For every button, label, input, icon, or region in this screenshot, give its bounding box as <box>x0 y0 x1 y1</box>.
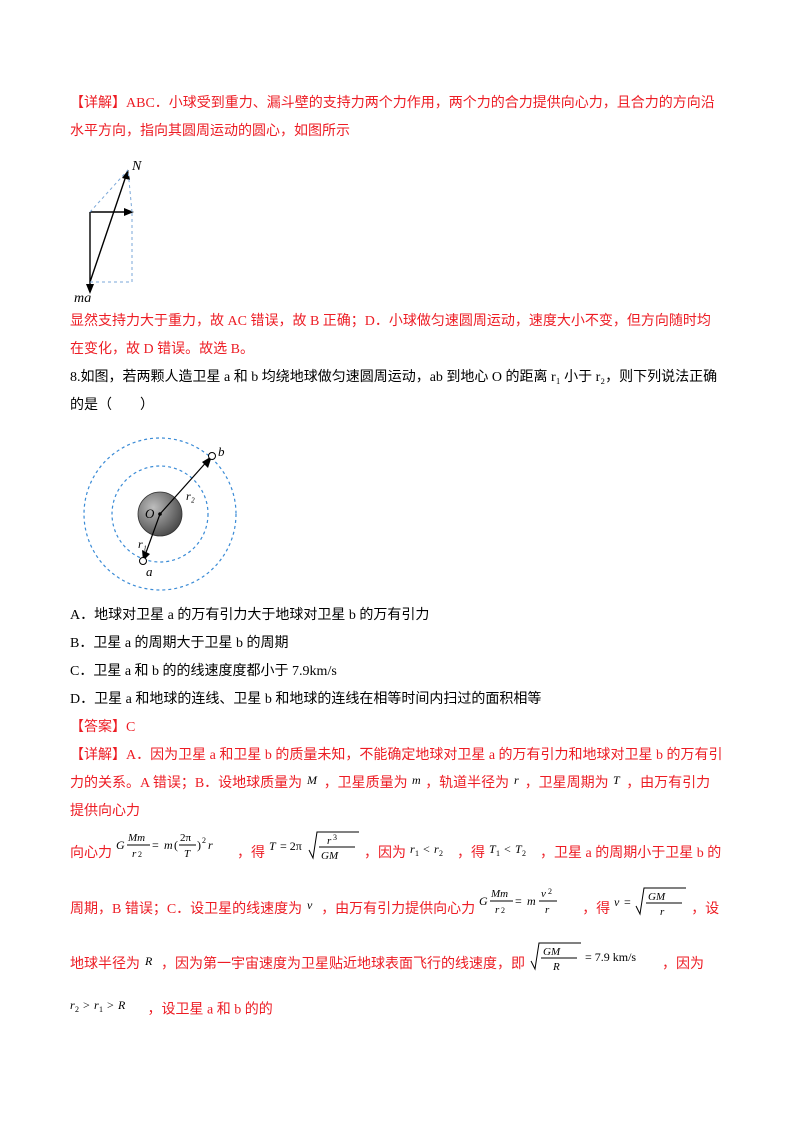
svg-text:): ) <box>197 838 201 852</box>
e2-word-xl: 向心力 <box>70 846 112 861</box>
svg-text:R: R <box>552 961 560 973</box>
svg-text:<: < <box>504 842 511 856</box>
svg-text:= 7.9 km/s: = 7.9 km/s <box>585 950 636 964</box>
svg-text:v: v <box>614 895 620 909</box>
e2-t13: ，因为第一宇宙速度为卫星贴近地球表面飞行的线速度，即 <box>161 957 525 972</box>
svg-text:=: = <box>624 895 631 909</box>
explain2-label: 【详解】 <box>70 748 126 763</box>
e2-t15: ，设卫星 a 和 b 的的 <box>148 1003 273 1018</box>
figure-orbit: O b r₂ a r₁ <box>70 426 724 596</box>
formula-1: G Mm r 2 = m ( 2π T ) 2 r <box>116 829 234 878</box>
e2-t6a: ，得 <box>237 846 265 861</box>
e2-t14: ，因为 <box>662 957 704 972</box>
e2-t7: ，因为 <box>364 846 406 861</box>
e2-t10: ，由万有引力提供向心力 <box>321 902 475 917</box>
svg-text:1: 1 <box>415 849 419 857</box>
e2-t3: ，轨道半径为 <box>425 776 509 791</box>
explanation-1-line2: 显然支持力大于重力，故 AC 错误，故 B 正确；D．小球做匀速圆周运动，速度大… <box>70 308 724 364</box>
svg-text:R: R <box>144 954 153 968</box>
svg-text:2: 2 <box>501 906 505 915</box>
svg-text:GM: GM <box>321 850 339 862</box>
svg-text:=: = <box>152 838 159 852</box>
orbit-label-a: a <box>146 564 153 579</box>
explanation-1-line1: 【详解】ABC．小球受到重力、漏斗壁的支持力两个力作用，两个力的合力提供向心力，… <box>70 90 724 146</box>
svg-text:=: = <box>515 894 522 908</box>
orbit-label-b: b <box>218 444 225 459</box>
label-mg: mg <box>74 291 91 302</box>
svg-text:2: 2 <box>138 850 142 859</box>
ineq-r2r1R: r2>r1>R <box>70 992 144 1028</box>
svg-text:T: T <box>613 773 621 787</box>
svg-text:Mm: Mm <box>127 832 145 844</box>
svg-text:G: G <box>116 838 125 852</box>
q8-num: 8 <box>70 370 77 385</box>
svg-text:T: T <box>269 839 277 853</box>
q8-stem: 如图，若两颗人造卫星 a 和 b 均绕地球做匀速圆周运动，ab 到地心 O 的距… <box>70 370 717 413</box>
svg-text:>: > <box>83 998 90 1012</box>
svg-text:2: 2 <box>548 887 552 896</box>
ineq-r1r2: r1<r2 <box>410 836 454 872</box>
orbit-label-r2: r₂ <box>186 489 195 503</box>
svg-text:Mm: Mm <box>490 888 508 900</box>
explanation-2-p1: 【详解】A．因为卫星 a 和卫星 b 的质量未知，不能确定地球对卫星 a 的万有… <box>70 742 724 826</box>
svg-text:R: R <box>117 998 126 1012</box>
svg-text:1: 1 <box>496 849 500 857</box>
svg-text:1: 1 <box>99 1005 103 1013</box>
svg-text:r: r <box>514 773 519 787</box>
e2-t4: ，卫星周期为 <box>525 776 609 791</box>
svg-text:m: m <box>164 838 173 852</box>
e2-t11: ，得 <box>582 902 610 917</box>
svg-text:r: r <box>495 904 500 916</box>
svg-text:2: 2 <box>439 849 443 857</box>
formula-5: GM R = 7.9 km/s <box>529 937 659 992</box>
svg-text:GM: GM <box>648 891 666 903</box>
svg-text:= 2π: = 2π <box>280 839 302 853</box>
label-N: N <box>131 159 142 174</box>
svg-text:GM: GM <box>543 946 561 958</box>
q8-option-d: D．卫星 a 和地球的连线、卫星 b 和地球的连线在相等时间内扫过的面积相等 <box>70 686 724 714</box>
svg-text:r: r <box>545 904 550 916</box>
orbit-label-O: O <box>145 506 155 521</box>
formula-4: v = GM r <box>614 882 688 937</box>
e2-t2: ，卫星质量为 <box>324 776 408 791</box>
svg-text:m: m <box>527 894 536 908</box>
svg-text:r: r <box>208 838 213 852</box>
svg-text:m: m <box>412 773 421 787</box>
svg-text:<: < <box>423 842 430 856</box>
svg-text:G: G <box>479 894 488 908</box>
svg-text:2: 2 <box>202 836 206 845</box>
answer-value: C <box>126 720 135 735</box>
formula-3: G Mm r 2 = m v 2 r <box>479 885 579 934</box>
question-8-stem: 8.如图，若两颗人造卫星 a 和 b 均绕地球做匀速圆周运动，ab 到地心 O … <box>70 364 724 420</box>
q8-option-b: B．卫星 a 的周期大于卫星 b 的周期 <box>70 630 724 658</box>
svg-text:>: > <box>107 998 114 1012</box>
svg-text:(: ( <box>174 838 178 852</box>
q8-option-a: A．地球对卫星 a 的万有引力大于地球对卫星 b 的万有引力 <box>70 602 724 630</box>
ineq-T1T2: T1<T2 <box>489 836 537 872</box>
explanation-2-p2: 向心力 G Mm r 2 = m ( 2π T ) 2 r ，得 T = 2π … <box>70 826 724 1029</box>
svg-text:M: M <box>306 773 318 787</box>
svg-text:v: v <box>541 888 546 900</box>
explain-label: 【详解】 <box>70 96 126 111</box>
orbit-label-r1: r₁ <box>138 537 147 551</box>
explain1-p1: ABC．小球受到重力、漏斗壁的支持力两个力作用，两个力的合力提供向心力，且合力的… <box>70 96 715 139</box>
svg-text:2: 2 <box>75 1005 79 1013</box>
svg-text:2π: 2π <box>180 832 192 844</box>
q8-answer: 【答案】C <box>70 714 724 742</box>
answer-label: 【答案】 <box>70 720 126 735</box>
svg-text:v: v <box>307 898 313 912</box>
svg-text:2: 2 <box>522 849 526 857</box>
figure-force-diagram: N mg <box>70 152 724 302</box>
formula-2: T = 2π r 3 GM <box>269 826 361 881</box>
svg-text:r: r <box>327 835 332 847</box>
svg-text:T: T <box>184 848 191 860</box>
svg-text:r: r <box>660 906 665 918</box>
e2-t8: ，得 <box>457 846 485 861</box>
svg-text:3: 3 <box>333 833 337 842</box>
q8-option-c: C．卫星 a 和 b 的的线速度度都小于 7.9km/s <box>70 658 724 686</box>
svg-text:r: r <box>132 848 137 860</box>
